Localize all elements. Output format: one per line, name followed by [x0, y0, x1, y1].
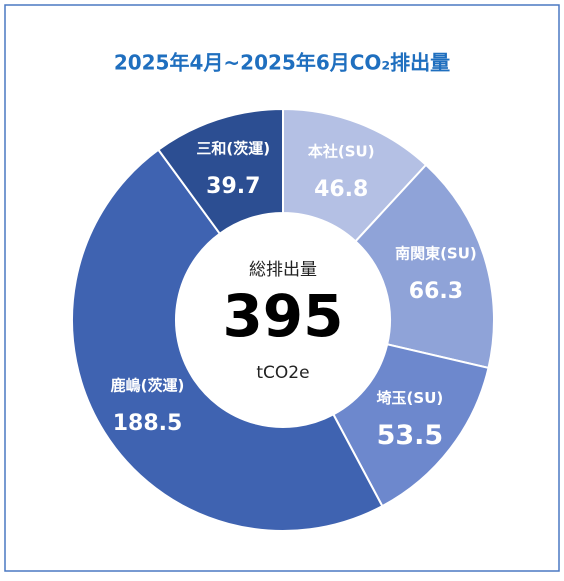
donut-segment [71, 148, 384, 532]
center-total: 395 [222, 282, 343, 350]
chart-title: 2025年4月~2025年6月CO₂排出量 [114, 51, 450, 75]
segment-label: 鹿嶋(茨運) [111, 377, 185, 395]
segment-value: 66.3 [409, 279, 463, 304]
segment-label: 埼玉(SU) [377, 389, 444, 407]
donut-segment [354, 163, 495, 370]
segment-label: 本社(SU) [308, 142, 375, 160]
donut-segment [156, 107, 284, 236]
segment-value: 188.5 [113, 411, 183, 436]
segment-label: 南関東(SU) [395, 244, 477, 262]
center-label: 総排出量 [249, 260, 317, 280]
segment-label: 三和(茨運) [196, 139, 270, 157]
segment-value: 39.7 [206, 174, 260, 199]
segment-value: 46.8 [314, 177, 368, 202]
center-unit: tCO2e [256, 363, 309, 383]
segment-value: 53.5 [377, 420, 444, 451]
